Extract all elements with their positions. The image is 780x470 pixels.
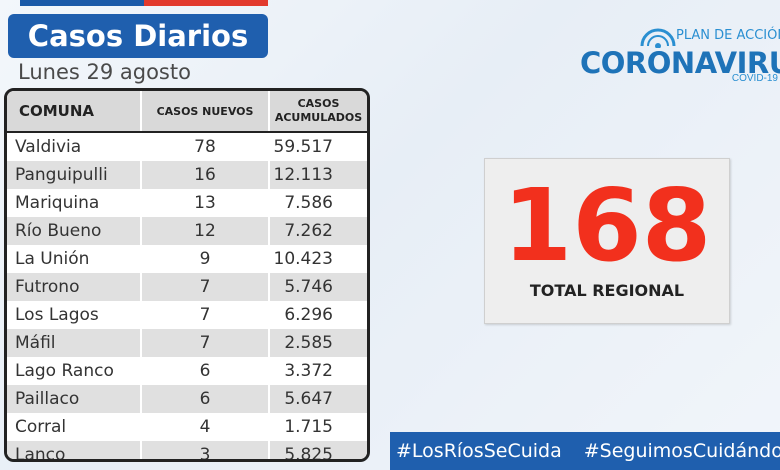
cell-comuna: Río Bueno <box>7 217 142 245</box>
cell-acumulados: 7.262 <box>269 217 367 245</box>
table-row: Paillaco 6 5.647 <box>7 385 367 413</box>
cell-comuna: Los Lagos <box>7 301 142 329</box>
cell-comuna: Futrono <box>7 273 142 301</box>
table-row: Futrono 7 5.746 <box>7 273 367 301</box>
cell-acumulados: 2.585 <box>269 329 367 357</box>
hashtag-los-rios: #LosRíosSeCuida <box>396 440 562 462</box>
cell-acumulados: 3.372 <box>269 357 367 385</box>
table-header-row: COMUNA CASOS NUEVOS CASOS ACUMULADOS <box>7 91 367 133</box>
report-date: Lunes 29 agosto <box>18 60 191 84</box>
cell-nuevos: 6 <box>141 385 270 413</box>
table-row: Lago Ranco 6 3.372 <box>7 357 367 385</box>
cell-nuevos: 6 <box>141 357 270 385</box>
header-casos-acumulados: CASOS ACUMULADOS <box>269 91 367 133</box>
cell-comuna: Lago Ranco <box>7 357 142 385</box>
top-color-strip <box>20 0 268 6</box>
logo-sub-text: COVID-19 <box>731 73 778 84</box>
cell-comuna: La Unión <box>7 245 142 273</box>
header-acumulados-line1: CASOS <box>297 97 340 110</box>
logo-plan-text: PLAN DE ACCIÓN <box>676 28 780 43</box>
hashtag-banner: #LosRíosSeCuida #SeguimosCuidándonos <box>390 432 780 470</box>
cell-acumulados: 5.825 <box>269 441 367 459</box>
header-comuna: COMUNA <box>7 91 142 133</box>
cell-acumulados: 5.746 <box>269 273 367 301</box>
table-row: La Unión 9 10.423 <box>7 245 367 273</box>
sun-emblem-icon <box>640 28 676 48</box>
cell-acumulados: 7.586 <box>269 189 367 217</box>
cell-comuna: Panguipulli <box>7 161 142 189</box>
header-acumulados-line2: ACUMULADOS <box>274 111 363 124</box>
cell-nuevos: 12 <box>141 217 270 245</box>
table-row: Máfil 7 2.585 <box>7 329 367 357</box>
table-row: Lanco 3 5.825 <box>7 441 367 459</box>
cell-comuna: Valdivia <box>7 132 142 161</box>
total-regional-label: TOTAL REGIONAL <box>529 281 685 300</box>
table-row: Panguipulli 16 12.113 <box>7 161 367 189</box>
cell-nuevos: 4 <box>141 413 270 441</box>
hashtag-seguimos: #SeguimosCuidándonos <box>583 440 780 462</box>
cases-table: COMUNA CASOS NUEVOS CASOS ACUMULADOS Val… <box>7 91 367 459</box>
cell-nuevos: 13 <box>141 189 270 217</box>
cell-comuna: Lanco <box>7 441 142 459</box>
table-row: Río Bueno 12 7.262 <box>7 217 367 245</box>
table-row: Mariquina 13 7.586 <box>7 189 367 217</box>
cell-acumulados: 59.517 <box>269 132 367 161</box>
logo-main-text: CORONAVIRUS <box>580 46 780 80</box>
table-row: Los Lagos 7 6.296 <box>7 301 367 329</box>
cell-comuna: Corral <box>7 413 142 441</box>
cell-acumulados: 5.647 <box>269 385 367 413</box>
cell-nuevos: 7 <box>141 301 270 329</box>
page-title: Casos Diarios <box>8 14 268 58</box>
cell-acumulados: 10.423 <box>269 245 367 273</box>
top-strip-blue <box>20 0 144 6</box>
cell-acumulados: 12.113 <box>269 161 367 189</box>
cell-comuna: Paillaco <box>7 385 142 413</box>
coronavirus-plan-logo: PLAN DE ACCIÓN CORONAVIRUS COVID-19 <box>580 22 780 88</box>
cases-table-container: COMUNA CASOS NUEVOS CASOS ACUMULADOS Val… <box>4 88 370 462</box>
table-row: Valdivia 78 59.517 <box>7 132 367 161</box>
cell-nuevos: 7 <box>141 273 270 301</box>
cell-comuna: Mariquina <box>7 189 142 217</box>
cell-nuevos: 78 <box>141 132 270 161</box>
table-row: Corral 4 1.715 <box>7 413 367 441</box>
cell-nuevos: 7 <box>141 329 270 357</box>
top-strip-red <box>144 0 268 6</box>
total-regional-value: 168 <box>502 167 712 284</box>
cell-nuevos: 9 <box>141 245 270 273</box>
cell-acumulados: 1.715 <box>269 413 367 441</box>
cell-acumulados: 6.296 <box>269 301 367 329</box>
total-regional-box: 168 TOTAL REGIONAL <box>484 158 730 324</box>
cell-nuevos: 3 <box>141 441 270 459</box>
header-casos-nuevos: CASOS NUEVOS <box>141 91 270 133</box>
cell-comuna: Máfil <box>7 329 142 357</box>
cell-nuevos: 16 <box>141 161 270 189</box>
